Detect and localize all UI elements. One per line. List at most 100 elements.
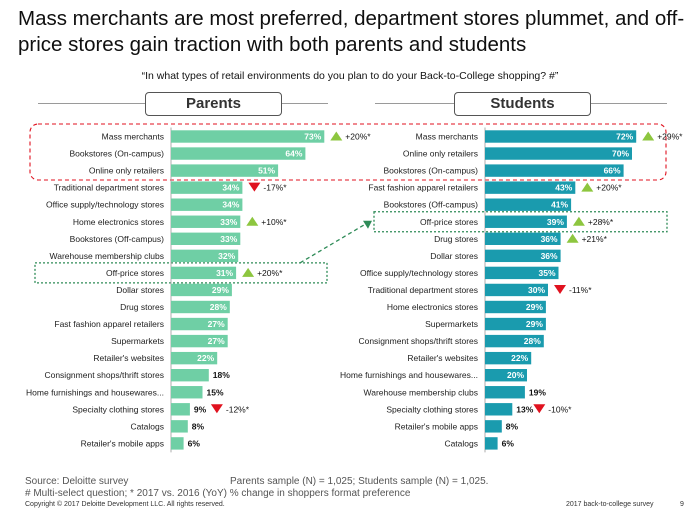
students-category-label: Home furnishings and housewares...	[340, 370, 478, 380]
parents-value-label: 32%	[218, 251, 235, 261]
students-value-label: 29%	[526, 319, 543, 329]
students-bar	[485, 249, 561, 263]
students-bar	[485, 351, 532, 365]
parents-bar	[171, 164, 279, 177]
students-change-label: -11%*	[569, 285, 592, 295]
students-value-label: 29%	[526, 302, 543, 312]
students-category-label: Bookstores (Off-campus)	[384, 200, 478, 210]
students-change-label: -10%*	[548, 404, 572, 414]
students-up-arrow-icon	[566, 233, 579, 243]
students-up-arrow-icon	[642, 131, 655, 141]
students-value-label: 70%	[612, 149, 629, 159]
parents-value-label: 64%	[285, 149, 302, 159]
parents-category-label: Warehouse membership clubs	[50, 251, 164, 261]
students-up-arrow-icon	[581, 182, 594, 192]
parents-bar	[171, 215, 241, 228]
parents-change-label: +20%*	[345, 132, 371, 142]
parents-category-label: Drug stores	[120, 302, 164, 312]
parents-value-label: 6%	[188, 438, 201, 448]
parents-value-label: 51%	[258, 166, 275, 176]
students-change-label: +28%*	[588, 217, 614, 227]
parents-category-label: Bookstores (On-campus)	[70, 149, 165, 159]
students-category-label: Supermarkets	[425, 319, 478, 329]
students-category-label: Online only retailers	[403, 149, 478, 159]
students-bar	[485, 420, 502, 433]
parents-category-label: Dollar stores	[116, 285, 164, 295]
parents-value-label: 34%	[222, 200, 239, 210]
students-bar	[485, 164, 624, 177]
parents-bar	[171, 334, 228, 348]
students-category-label: Specialty clothing stores	[386, 404, 478, 414]
parents-value-label: 9%	[194, 404, 207, 414]
copyright: Copyright © 2017 Deloitte Development LL…	[25, 501, 225, 508]
students-bar	[485, 130, 637, 143]
parents-change-label: -17%*	[263, 183, 287, 193]
students-bar	[485, 147, 632, 160]
students-value-label: 28%	[524, 336, 541, 346]
students-category-label: Off-price stores	[420, 217, 478, 227]
parents-category-label: Retailer's mobile apps	[81, 438, 164, 448]
students-up-arrow-icon	[572, 216, 585, 226]
parents-bar	[171, 147, 306, 160]
students-value-label: 36%	[541, 251, 558, 261]
parents-value-label: 33%	[220, 217, 237, 227]
parents-category-label: Online only retailers	[89, 166, 164, 176]
survey-name: 2017 back-to-college survey	[566, 501, 654, 508]
students-value-label: 39%	[547, 217, 564, 227]
parents-category-label: Retailer's websites	[93, 353, 164, 363]
students-bar	[485, 283, 548, 297]
parents-value-label: 31%	[216, 268, 233, 278]
students-offprice-highlight-box	[373, 211, 668, 233]
parents-value-label: 34%	[222, 183, 239, 193]
parents-value-label: 22%	[197, 353, 214, 363]
parents-bar	[171, 317, 228, 331]
students-category-label: Office supply/technology stores	[360, 268, 478, 278]
students-category-label: Retailer's mobile apps	[395, 421, 478, 431]
parents-bar	[171, 266, 237, 280]
students-value-label: 19%	[529, 387, 546, 397]
parents-bar	[171, 130, 325, 143]
parents-bar	[171, 351, 218, 365]
parents-category-label: Home electronics stores	[73, 217, 164, 227]
students-value-label: 35%	[538, 268, 555, 278]
parents-bar	[171, 283, 232, 297]
parents-up-arrow-icon	[242, 267, 255, 277]
parents-bar	[171, 249, 239, 263]
parents-panel-title: Parents	[145, 92, 282, 116]
parents-down-arrow-icon	[210, 404, 223, 414]
parents-value-label: 27%	[208, 336, 225, 346]
parents-bar	[171, 369, 209, 382]
parents-bar	[171, 437, 184, 450]
parents-category-label: Office supply/technology stores	[46, 200, 164, 210]
source-note: Source: Deloitte survey	[25, 476, 129, 487]
students-category-label: Dollar stores	[430, 251, 478, 261]
connector-arrowhead	[363, 220, 372, 229]
offprice-connector-line	[299, 223, 367, 264]
students-bar	[485, 437, 498, 450]
students-value-label: 6%	[502, 438, 515, 448]
students-change-label: +21%*	[582, 234, 608, 244]
students-value-label: 43%	[555, 183, 572, 193]
parents-bar	[171, 300, 230, 314]
students-category-label: Fast fashion apparel retailers	[368, 183, 478, 193]
parents-value-label: 33%	[220, 234, 237, 244]
parents-category-label: Specialty clothing stores	[72, 404, 164, 414]
parents-change-label: -12%*	[226, 404, 250, 414]
parents-value-label: 15%	[207, 387, 224, 397]
students-bar	[485, 266, 559, 280]
students-down-arrow-icon	[533, 404, 546, 414]
students-bar	[485, 334, 544, 348]
students-bar	[485, 300, 546, 314]
students-category-label: Catalogs	[444, 438, 478, 448]
students-bar	[485, 181, 576, 194]
page-number: 9	[680, 501, 684, 508]
parents-category-label: Home furnishings and housewares...	[26, 387, 164, 397]
students-category-label: Drug stores	[434, 234, 478, 244]
students-bar	[485, 232, 561, 245]
parents-value-label: 73%	[304, 132, 321, 142]
parents-bar	[171, 420, 188, 433]
parents-up-arrow-icon	[330, 131, 343, 141]
students-category-label: Mass merchants	[416, 132, 478, 142]
parents-category-label: Off-price stores	[106, 268, 164, 278]
students-panel-title: Students	[454, 92, 591, 116]
